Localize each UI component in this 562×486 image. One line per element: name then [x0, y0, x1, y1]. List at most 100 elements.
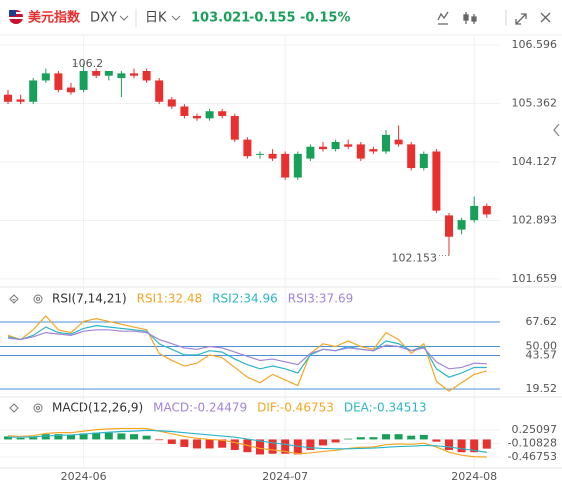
candle-body	[142, 70, 151, 81]
macd-bar	[79, 433, 88, 440]
macd-bar	[130, 434, 138, 440]
candle-body	[243, 139, 252, 157]
macd-bar	[319, 439, 327, 446]
macd-bar	[167, 439, 176, 444]
macd-bar	[54, 434, 63, 440]
indicator-line	[8, 429, 487, 453]
x-tick-label: 2024-06	[61, 470, 107, 483]
max-label: 106.2	[72, 57, 104, 70]
macd-bar	[470, 439, 479, 453]
macd-bar	[142, 435, 151, 440]
candle-body	[180, 106, 189, 116]
candle-body	[432, 151, 441, 211]
candle-body	[344, 144, 353, 147]
macd-bar	[193, 439, 201, 449]
macd-bar	[205, 439, 214, 449]
candle-body	[407, 144, 416, 169]
indicator-line	[7, 325, 487, 378]
dropdown-arrow[interactable]	[119, 15, 129, 21]
min-label: 102.153	[392, 252, 438, 265]
candle-body	[268, 153, 277, 159]
macd-icons[interactable]	[9, 403, 43, 413]
candle-body	[445, 215, 453, 237]
y-tick-label: 0.25097	[512, 423, 558, 436]
macd-bar	[293, 439, 302, 455]
macd-bar	[457, 439, 466, 453]
macd-bar	[356, 437, 365, 440]
macd-bar	[256, 439, 264, 455]
macd-bar	[41, 434, 50, 440]
close-button[interactable]	[540, 12, 551, 23]
macd-bar	[104, 432, 113, 440]
macd-bar	[394, 434, 403, 440]
macd-bar	[67, 434, 75, 440]
candle-body	[104, 70, 113, 76]
candle-body	[470, 205, 479, 221]
macd-bar	[344, 438, 353, 440]
candle-style-button[interactable]	[463, 12, 477, 24]
candle-body	[482, 205, 491, 215]
change-percent: -0.15%	[300, 11, 351, 26]
legend-entry: DEA:-0.34513	[344, 401, 427, 415]
macd-bar	[29, 437, 38, 440]
candle-body	[29, 80, 38, 102]
candle-body	[306, 146, 315, 159]
macd-bar	[432, 439, 441, 442]
macd-bar	[369, 437, 378, 440]
y-tick-label: 67.62	[526, 315, 558, 328]
macd-bar	[230, 439, 239, 450]
macd-bar	[218, 439, 227, 448]
candle-body	[230, 115, 239, 140]
macd-bar	[117, 433, 126, 440]
x-tick-label: 2024-08	[451, 470, 497, 483]
candle-body	[394, 139, 403, 145]
flag-icon	[9, 10, 23, 24]
candle-body	[16, 99, 25, 102]
y-tick-label: -0.46753	[508, 450, 557, 463]
legend-entry: DIF:-0.46753	[257, 401, 334, 415]
y-tick-label: -0.10828	[508, 436, 557, 449]
y-tick-label: 19.52	[526, 382, 558, 395]
macd-bar	[482, 439, 491, 449]
macd-bar	[4, 436, 12, 440]
y-tick-label: 43.57	[526, 348, 558, 361]
candle-body	[218, 111, 227, 116]
candle-body	[117, 73, 126, 79]
candle-body	[92, 70, 101, 76]
y-tick-label: 50.00	[526, 340, 558, 353]
candle-body	[167, 99, 176, 107]
y-tick-label: 101.659	[512, 272, 558, 285]
instrument-name[interactable]: 美元指数	[28, 10, 81, 26]
price: 103.021	[191, 11, 250, 26]
candle-body	[67, 87, 75, 93]
symbol[interactable]: DXY	[90, 11, 117, 26]
y-tick-label: 104.127	[512, 155, 558, 168]
change: -0.155	[249, 11, 296, 26]
y-tick-label: 105.362	[512, 97, 558, 110]
candle-body	[54, 73, 63, 90]
macd-title: MACD(12,26,9)	[52, 401, 143, 415]
candle-body	[457, 220, 466, 230]
rsi-title: RSI(7,14,21)	[52, 292, 127, 306]
macd-bar	[382, 434, 390, 440]
rsi-icons[interactable]	[9, 294, 43, 304]
indicator-line	[7, 329, 487, 370]
legend-entry: RSI2:34.96	[212, 292, 278, 306]
macd-bar	[407, 435, 416, 440]
period[interactable]: 日K	[145, 11, 167, 26]
macd-bar	[306, 439, 315, 450]
macd-bar	[419, 434, 428, 440]
macd-bar	[92, 432, 101, 440]
macd-bar	[155, 439, 164, 441]
candle-body	[331, 142, 340, 150]
dropdown-arrow[interactable]	[171, 15, 181, 21]
draw-tool-button[interactable]	[437, 11, 449, 25]
y-tick-label: 102.893	[512, 213, 558, 226]
side-panel-toggle[interactable]	[553, 123, 560, 137]
candle-body	[382, 134, 390, 152]
indicator-line	[7, 427, 487, 458]
candle-body	[281, 153, 290, 178]
expand-button[interactable]	[515, 13, 527, 25]
